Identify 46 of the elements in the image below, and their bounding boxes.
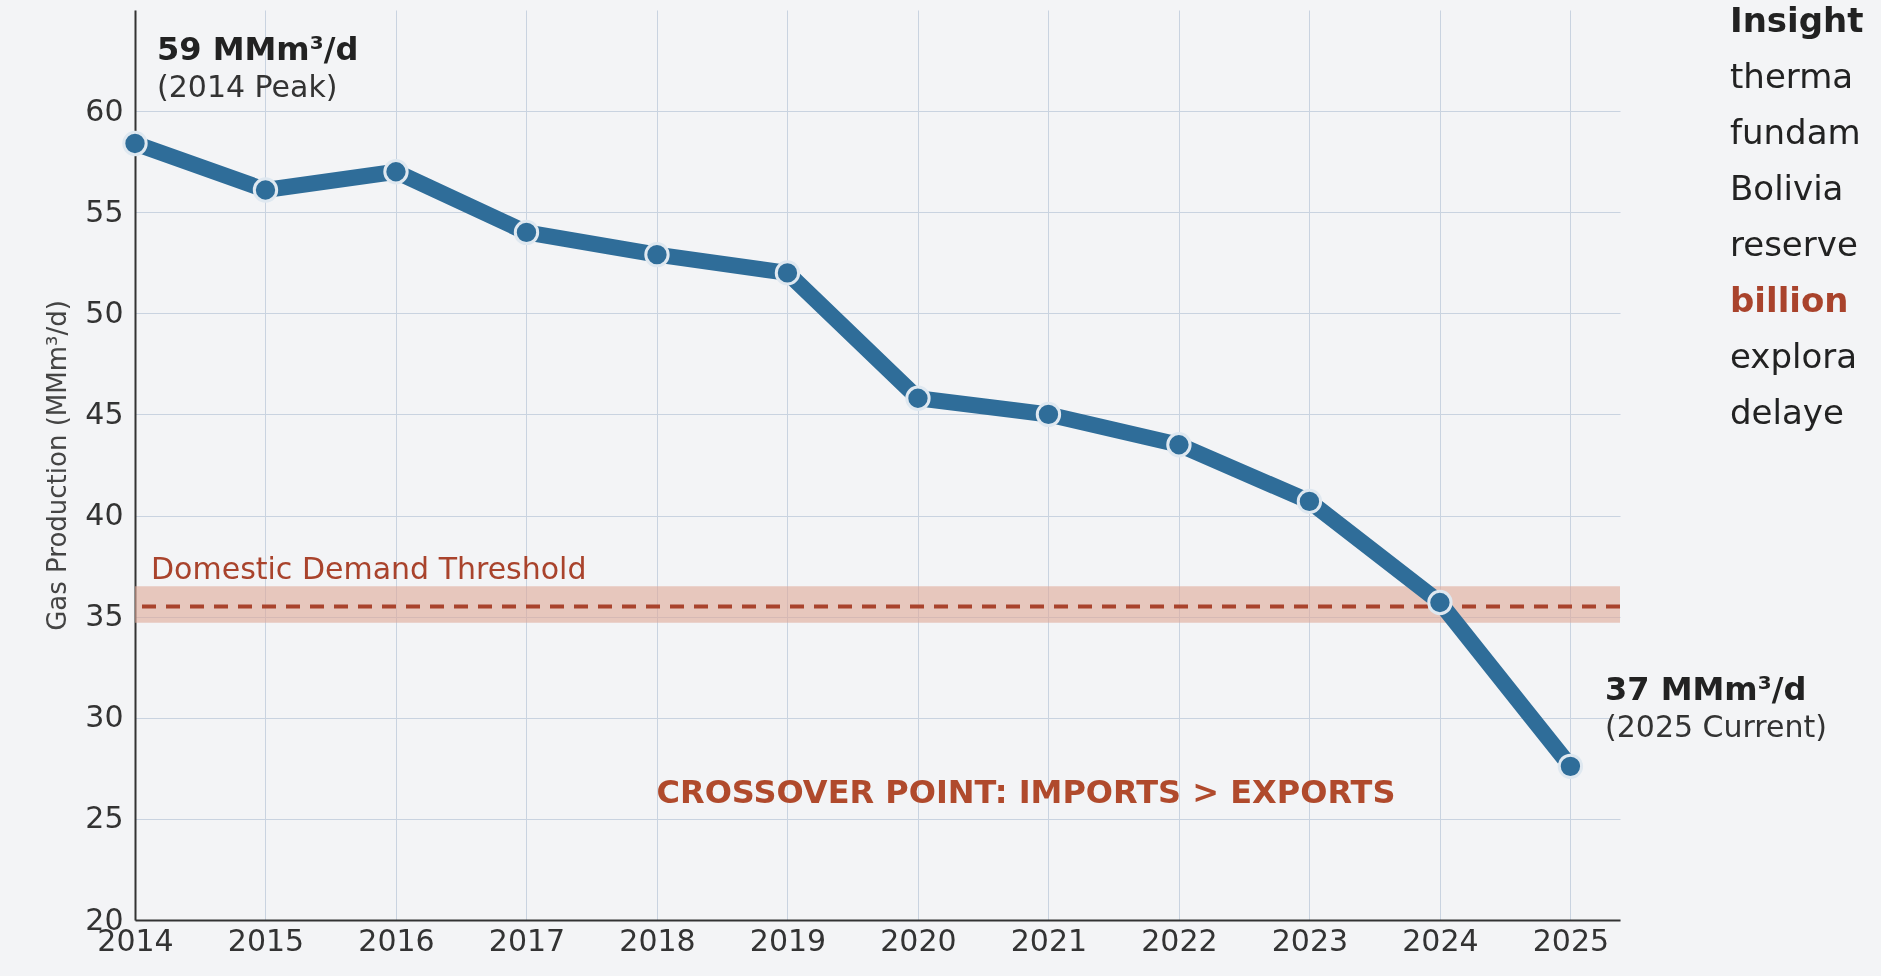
point <box>1557 753 1584 779</box>
y-tick-label: 50 <box>85 294 124 330</box>
x-tick-label: 2024 <box>1402 922 1479 958</box>
x-tick-label: 2023 <box>1271 922 1349 958</box>
point <box>1296 488 1323 515</box>
x-tick-label: 2020 <box>880 922 957 958</box>
point <box>1035 401 1062 428</box>
text: Bolivia <box>1730 168 1844 208</box>
annotation: (2025 Current) <box>1605 709 1827 744</box>
annotation: (2014 Peak) <box>157 69 338 104</box>
y-tick-label: 25 <box>85 800 124 836</box>
point <box>122 130 148 157</box>
x-tick-label: 2022 <box>1141 922 1218 958</box>
point <box>774 260 801 286</box>
x-tick-label: 2015 <box>227 922 305 958</box>
y-tick-label: 30 <box>85 699 124 735</box>
point <box>252 177 279 203</box>
point <box>1427 589 1453 616</box>
text: explora <box>1730 336 1858 376</box>
annotation: CROSSOVER POINT: IMPORTS > EXPORTS <box>656 772 1396 811</box>
y-tick-label: 60 <box>85 92 124 128</box>
text: billion <box>1730 280 1849 320</box>
ref-line-label: Domestic Demand Threshold <box>151 550 587 586</box>
point <box>905 385 931 411</box>
y-tick-label: 45 <box>85 395 124 431</box>
text: fundam <box>1730 112 1861 152</box>
text: Insight <box>1730 0 1864 40</box>
text: delaye <box>1730 392 1844 432</box>
x-tick-label: 2017 <box>488 922 566 958</box>
y-tick-label: 40 <box>85 497 124 533</box>
annotation: 59 MMm³/d <box>157 30 359 68</box>
x-tick-label: 2019 <box>749 922 827 958</box>
point <box>513 219 540 246</box>
y-tick-label: 35 <box>85 598 124 634</box>
annotation: 37 MMm³/d <box>1605 670 1807 708</box>
x-tick-label: 2025 <box>1532 922 1610 958</box>
x-tick-label: 2018 <box>619 922 696 958</box>
x-tick-label: 2021 <box>1010 922 1088 958</box>
y-tick-label: 55 <box>85 193 124 229</box>
x-tick-label: 2016 <box>358 922 435 958</box>
point <box>383 159 409 185</box>
text: therma <box>1730 56 1854 96</box>
point <box>644 242 670 268</box>
y-axis-title: Gas Production (MMm³/d) <box>42 300 73 631</box>
point <box>1166 432 1192 458</box>
text: reserve <box>1730 224 1858 264</box>
